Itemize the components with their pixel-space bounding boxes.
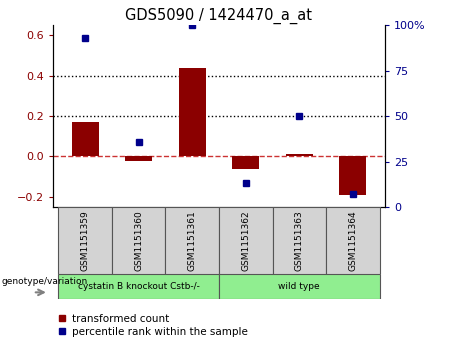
Bar <box>112 207 165 274</box>
Bar <box>219 207 272 274</box>
Text: GSM1151360: GSM1151360 <box>134 210 143 271</box>
Text: GSM1151364: GSM1151364 <box>349 210 357 271</box>
Text: GSM1151361: GSM1151361 <box>188 210 197 271</box>
Text: GSM1151359: GSM1151359 <box>81 210 89 271</box>
Title: GDS5090 / 1424470_a_at: GDS5090 / 1424470_a_at <box>125 8 313 24</box>
Text: cystatin B knockout Cstb-/-: cystatin B knockout Cstb-/- <box>78 282 200 291</box>
Bar <box>219 274 379 299</box>
Bar <box>232 156 259 168</box>
Bar <box>179 68 206 156</box>
Bar <box>72 122 99 156</box>
Legend: transformed count, percentile rank within the sample: transformed count, percentile rank withi… <box>58 314 248 337</box>
Bar <box>59 207 112 274</box>
Text: GSM1151363: GSM1151363 <box>295 210 304 271</box>
Bar <box>272 207 326 274</box>
Text: wild type: wild type <box>278 282 320 291</box>
Bar <box>165 207 219 274</box>
Bar <box>326 207 379 274</box>
Bar <box>59 274 219 299</box>
Text: genotype/variation: genotype/variation <box>1 277 87 286</box>
Bar <box>339 156 366 195</box>
Text: GSM1151362: GSM1151362 <box>241 210 250 271</box>
Bar <box>125 156 152 160</box>
Bar <box>286 155 313 156</box>
